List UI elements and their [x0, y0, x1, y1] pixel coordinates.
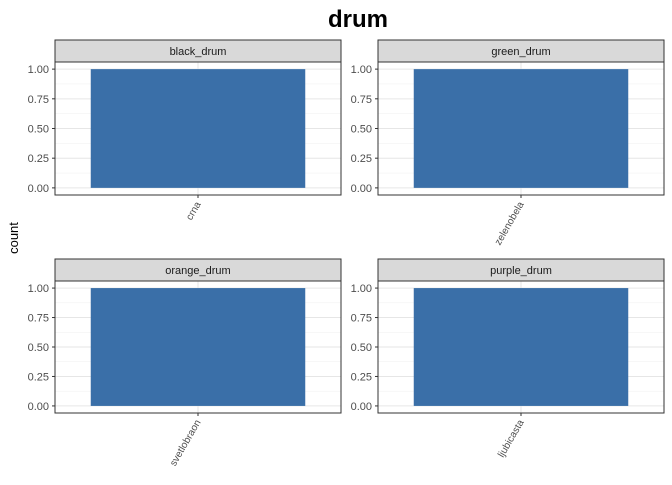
panels: black_drum 0.00 0.25 0.50 0.75 1.00 crna green_…	[28, 39, 665, 468]
bar	[90, 288, 306, 406]
panel-border	[377, 61, 665, 196]
bar	[90, 69, 306, 188]
y-tick-label: 0.25	[351, 153, 372, 165]
facet-strip-label: black_drum	[170, 46, 227, 58]
y-tick-label: 0.75	[351, 94, 372, 106]
y-axis-label: count	[6, 222, 21, 254]
y-tick-label: 0.00	[351, 183, 372, 195]
y-tick-label: 0.50	[351, 342, 372, 354]
panel-border	[377, 280, 665, 414]
y-tick-label: 0.75	[28, 313, 49, 325]
panel-black-drum: black_drum 0.00 0.25 0.50 0.75 1.00 crna	[28, 39, 342, 223]
y-tick-label: 1.00	[28, 283, 49, 295]
y-tick-label: 0.75	[28, 94, 49, 106]
facet-strip-label: purple_drum	[490, 265, 552, 277]
y-tick-label: 0.00	[351, 401, 372, 413]
y-tick-label: 0.25	[28, 371, 49, 383]
panel-purple-drum: purple_drum 0.00 0.25 0.50 0.75 1.00 ljubicast…	[351, 258, 665, 460]
y-tick-label: 0.75	[351, 313, 372, 325]
y-tick-label: 1.00	[351, 283, 372, 295]
bar	[413, 288, 629, 406]
facet-strip-label: orange_drum	[165, 265, 230, 277]
panel-border	[54, 280, 342, 414]
x-tick-label: svetlobraon	[168, 418, 203, 468]
y-tick-label: 0.00	[28, 401, 49, 413]
y-tick-label: 0.50	[28, 342, 49, 354]
y-tick-label: 1.00	[28, 64, 49, 76]
facet-strip-label: green_drum	[491, 46, 550, 58]
x-tick-label: zelenobela	[493, 200, 527, 248]
y-tick-label: 0.25	[351, 371, 372, 383]
x-tick-label: crna	[184, 200, 203, 223]
bar	[413, 69, 629, 188]
panel-green-drum: green_drum 0.00 0.25 0.50 0.75 1.00 zelenobela	[351, 39, 665, 248]
y-tick-label: 0.00	[28, 183, 49, 195]
panel-border	[54, 61, 342, 196]
y-tick-label: 0.50	[28, 124, 49, 136]
y-tick-label: 0.50	[351, 124, 372, 136]
y-tick-label: 0.25	[28, 153, 49, 165]
panel-orange-drum: orange_drum 0.00 0.25 0.50 0.75 1.00 svetlobra…	[28, 258, 342, 468]
x-tick-label: ljubicasta	[496, 418, 527, 460]
y-tick-label: 1.00	[351, 64, 372, 76]
chart-title: drum	[328, 6, 388, 33]
